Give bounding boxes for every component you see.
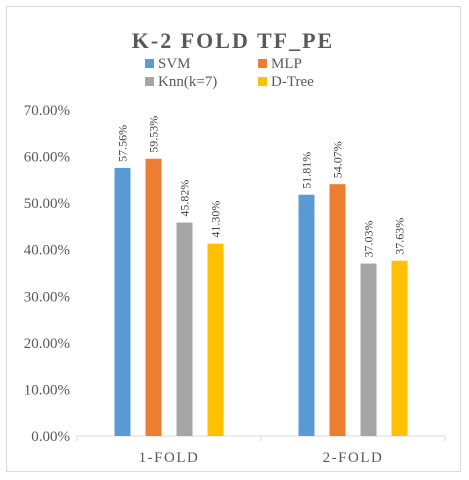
data-label: 59.53% — [147, 116, 161, 153]
y-tick-label: 40.00% — [24, 243, 70, 259]
legend-label: MLP — [271, 56, 302, 72]
y-tick-label: 70.00% — [24, 103, 70, 119]
data-label: 54.07% — [331, 141, 345, 178]
axes: 0.00% 10.00% 20.00% 30.00% 40.00% 50.00% 60.00… — [24, 103, 446, 466]
legend-swatch — [258, 77, 267, 86]
y-tick-label: 0.00% — [31, 429, 70, 445]
bar — [329, 184, 346, 436]
legend-label: D-Tree — [271, 74, 314, 90]
bar — [207, 243, 224, 436]
y-tick-label: 20.00% — [24, 336, 70, 352]
data-label: 51.81% — [300, 152, 314, 189]
bar — [391, 260, 408, 436]
data-labels: 57.56% 59.53% 45.82% 41.30% 51.81% 54.07% 37.0… — [116, 116, 407, 258]
legend-swatch — [258, 59, 267, 68]
bar — [176, 222, 193, 436]
legend-label: SVM — [158, 56, 191, 72]
bar — [360, 263, 377, 436]
y-tick-label: 10.00% — [24, 382, 70, 398]
data-label: 37.03% — [362, 221, 376, 258]
legend: SVM MLP Knn(k=7) D-Tree — [145, 56, 314, 90]
bars — [114, 158, 408, 436]
legend-label: Knn(k=7) — [158, 74, 217, 90]
data-label: 45.82% — [178, 180, 192, 217]
bar — [298, 194, 315, 436]
y-tick-label: 30.00% — [24, 289, 70, 305]
y-tick-label: 60.00% — [24, 150, 70, 166]
bar — [114, 167, 131, 436]
chart-title: K-2 FOLD TF_PE — [132, 28, 334, 53]
data-label: 57.56% — [116, 125, 130, 162]
x-tick-label: 1-FOLD — [139, 450, 200, 466]
y-tick-label: 50.00% — [24, 196, 70, 212]
bar — [145, 158, 162, 436]
legend-swatch — [145, 59, 154, 68]
legend-swatch — [145, 77, 154, 86]
data-label: 37.63% — [393, 218, 407, 255]
x-tick-label: 2-FOLD — [323, 450, 384, 466]
data-label: 41.30% — [209, 201, 223, 238]
chart-frame — [6, 6, 461, 472]
